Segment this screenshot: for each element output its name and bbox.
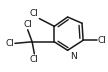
Text: Cl: Cl — [30, 9, 39, 18]
Text: Cl: Cl — [29, 55, 38, 64]
Text: Cl: Cl — [6, 39, 14, 48]
Text: Cl: Cl — [23, 20, 32, 29]
Text: Cl: Cl — [98, 36, 106, 45]
Text: N: N — [70, 52, 77, 61]
